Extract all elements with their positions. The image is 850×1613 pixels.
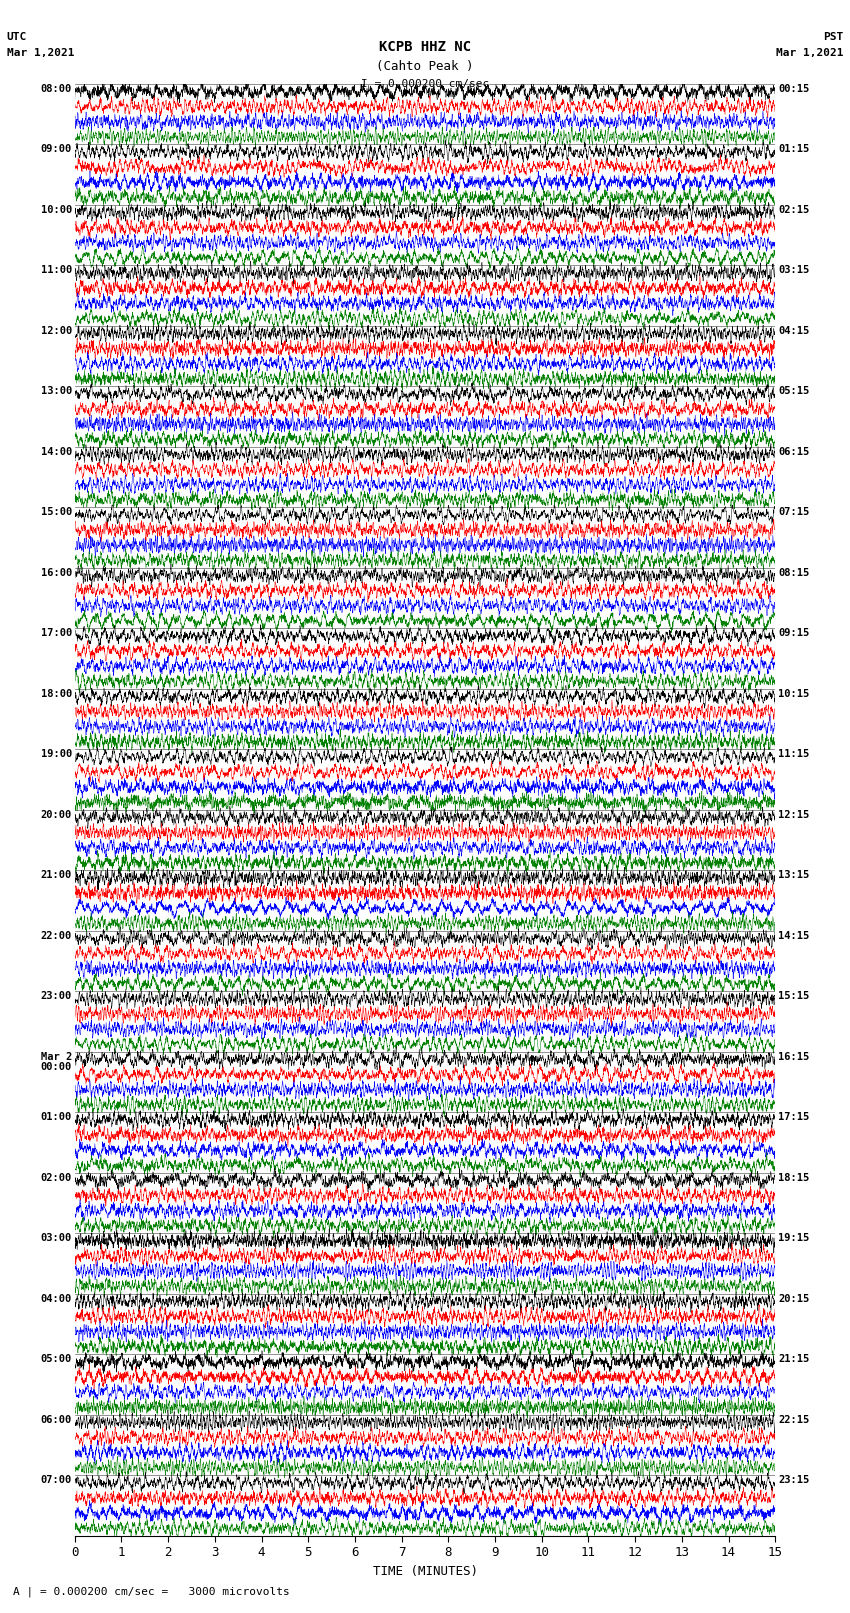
Text: KCPB HHZ NC: KCPB HHZ NC bbox=[379, 40, 471, 55]
Text: 01:15: 01:15 bbox=[778, 145, 809, 155]
Text: PST: PST bbox=[823, 32, 843, 42]
Text: 00:15: 00:15 bbox=[778, 84, 809, 94]
Text: 08:15: 08:15 bbox=[778, 568, 809, 577]
Text: 23:15: 23:15 bbox=[778, 1474, 809, 1486]
X-axis label: TIME (MINUTES): TIME (MINUTES) bbox=[372, 1565, 478, 1578]
Text: 04:00: 04:00 bbox=[41, 1294, 72, 1303]
Text: 09:00: 09:00 bbox=[41, 145, 72, 155]
Text: 12:15: 12:15 bbox=[778, 810, 809, 819]
Text: 16:15: 16:15 bbox=[778, 1052, 809, 1061]
Text: 09:15: 09:15 bbox=[778, 629, 809, 639]
Text: 03:15: 03:15 bbox=[778, 266, 809, 276]
Text: 18:15: 18:15 bbox=[778, 1173, 809, 1182]
Text: 11:00: 11:00 bbox=[41, 266, 72, 276]
Text: 02:00: 02:00 bbox=[41, 1173, 72, 1182]
Text: 08:00: 08:00 bbox=[41, 84, 72, 94]
Text: 07:15: 07:15 bbox=[778, 506, 809, 518]
Text: 21:15: 21:15 bbox=[778, 1355, 809, 1365]
Text: 17:00: 17:00 bbox=[41, 629, 72, 639]
Text: 12:00: 12:00 bbox=[41, 326, 72, 336]
Text: (Cahto Peak ): (Cahto Peak ) bbox=[377, 60, 473, 73]
Text: I = 0.000200 cm/sec: I = 0.000200 cm/sec bbox=[361, 79, 489, 89]
Text: 20:00: 20:00 bbox=[41, 810, 72, 819]
Text: 06:00: 06:00 bbox=[41, 1415, 72, 1424]
Text: 19:15: 19:15 bbox=[778, 1232, 809, 1244]
Text: 13:15: 13:15 bbox=[778, 871, 809, 881]
Text: Mar 2
00:00: Mar 2 00:00 bbox=[41, 1052, 72, 1073]
Text: Mar 1,2021: Mar 1,2021 bbox=[7, 48, 74, 58]
Text: 15:00: 15:00 bbox=[41, 506, 72, 518]
Text: 18:00: 18:00 bbox=[41, 689, 72, 698]
Text: Mar 1,2021: Mar 1,2021 bbox=[776, 48, 843, 58]
Text: 19:00: 19:00 bbox=[41, 748, 72, 760]
Text: 16:00: 16:00 bbox=[41, 568, 72, 577]
Text: 14:00: 14:00 bbox=[41, 447, 72, 456]
Text: 13:00: 13:00 bbox=[41, 387, 72, 397]
Text: 11:15: 11:15 bbox=[778, 748, 809, 760]
Text: 17:15: 17:15 bbox=[778, 1113, 809, 1123]
Text: 20:15: 20:15 bbox=[778, 1294, 809, 1303]
Text: 22:00: 22:00 bbox=[41, 931, 72, 940]
Text: UTC: UTC bbox=[7, 32, 27, 42]
Text: 15:15: 15:15 bbox=[778, 990, 809, 1002]
Text: 05:15: 05:15 bbox=[778, 387, 809, 397]
Text: 22:15: 22:15 bbox=[778, 1415, 809, 1424]
Text: 06:15: 06:15 bbox=[778, 447, 809, 456]
Text: 10:00: 10:00 bbox=[41, 205, 72, 215]
Text: 05:00: 05:00 bbox=[41, 1355, 72, 1365]
Text: 21:00: 21:00 bbox=[41, 871, 72, 881]
Text: 04:15: 04:15 bbox=[778, 326, 809, 336]
Text: 02:15: 02:15 bbox=[778, 205, 809, 215]
Text: 01:00: 01:00 bbox=[41, 1113, 72, 1123]
Text: A | = 0.000200 cm/sec =   3000 microvolts: A | = 0.000200 cm/sec = 3000 microvolts bbox=[13, 1586, 290, 1597]
Text: 10:15: 10:15 bbox=[778, 689, 809, 698]
Text: 14:15: 14:15 bbox=[778, 931, 809, 940]
Text: 03:00: 03:00 bbox=[41, 1232, 72, 1244]
Text: 07:00: 07:00 bbox=[41, 1474, 72, 1486]
Text: 23:00: 23:00 bbox=[41, 990, 72, 1002]
